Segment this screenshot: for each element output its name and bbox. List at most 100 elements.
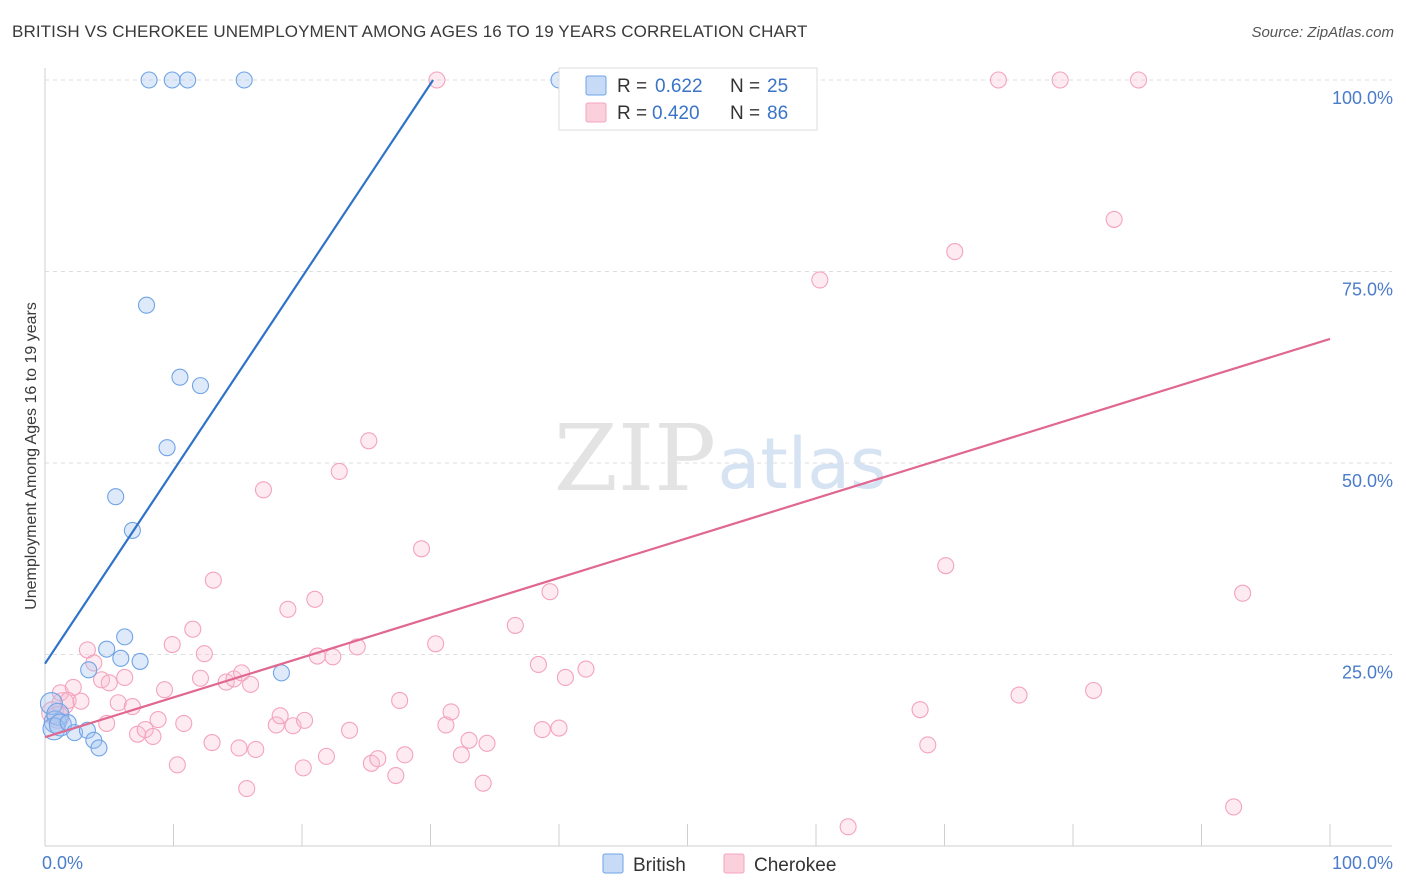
cherokee-trend-line [44, 337, 1331, 739]
cherokee-point-82 [1129, 71, 1148, 89]
cherokee-point-41 [296, 711, 314, 729]
cherokee-point-40 [294, 759, 312, 777]
british-point-14 [131, 652, 149, 670]
cherokee-n-value: 86 [767, 103, 788, 124]
cherokee-point-69 [577, 660, 595, 678]
cherokee-n-label: N = [730, 103, 760, 124]
cherokee-point-22 [175, 714, 193, 732]
cherokee-point-81 [1105, 210, 1123, 228]
cherokee-point-66 [541, 583, 559, 601]
y-axis-label: Unemployment Among Ages 16 to 19 years [23, 302, 40, 610]
cherokee-point-21 [168, 756, 186, 774]
cherokee-r-value: 0.420 [652, 103, 700, 124]
british-point-18 [158, 439, 176, 457]
x-tick-label-0: 0.0% [42, 853, 83, 873]
cherokee-point-60 [460, 731, 478, 749]
british-point-10 [80, 661, 98, 679]
british-trend-line [44, 79, 434, 665]
cherokee-point-74 [919, 736, 937, 754]
y-tick-label-0: 25.0% [1342, 663, 1393, 683]
cherokee-point-68 [556, 668, 574, 687]
british-point-3 [42, 717, 66, 741]
cherokee-point-26 [203, 734, 221, 752]
cherokee-point-76 [946, 243, 964, 261]
cherokee-point-67 [550, 719, 568, 737]
cherokee-point-58 [442, 703, 460, 721]
british-point-15 [272, 664, 290, 682]
x-tick-label-1: 100.0% [1332, 853, 1393, 873]
british-n-value: 25 [767, 76, 788, 97]
cherokee-point-83 [811, 271, 829, 289]
cherokee-point-32 [238, 779, 256, 798]
british-point-16 [107, 488, 125, 506]
cherokee-point-64 [529, 655, 547, 674]
cherokee-point-10 [100, 674, 118, 692]
british-r-value: 0.622 [655, 76, 703, 97]
cherokee-point-48 [348, 638, 366, 656]
cherokee-point-79 [1051, 71, 1069, 89]
british-point-9 [90, 739, 108, 757]
british-point-0 [39, 691, 63, 716]
cherokee-point-46 [330, 462, 348, 480]
cherokee-point-53 [391, 691, 409, 710]
cherokee-point-75 [937, 557, 955, 575]
cherokee-point-78 [1010, 686, 1028, 704]
watermark: ZIP atlas [554, 405, 887, 512]
cherokee-point-61 [474, 774, 492, 792]
british-point-22 [140, 71, 158, 89]
watermark-zip: ZIP [554, 405, 716, 512]
cherokee-point-77 [989, 71, 1008, 89]
series-legend: British Cherokee [602, 853, 836, 876]
cherokee-point-44 [317, 747, 335, 765]
british-point-11 [98, 640, 116, 658]
legend-cherokee-swatch [723, 853, 745, 874]
cherokee-point-54 [396, 746, 414, 764]
trend-lines [44, 79, 1331, 739]
tick-labels: 25.0% 50.0% 75.0% 100.0% 0.0% 100.0% [42, 88, 1393, 873]
cherokee-point-5 [59, 691, 77, 710]
y-tick-label-3: 100.0% [1332, 88, 1393, 108]
cherokee-point-37 [271, 707, 289, 725]
cherokee-point-51 [369, 750, 387, 768]
cherokee-point-56 [427, 635, 445, 653]
british-points [39, 71, 568, 757]
cherokee-point-52 [387, 766, 405, 785]
cherokee-point-20 [163, 635, 181, 654]
cherokee-point-55 [412, 540, 431, 558]
british-point-21 [137, 296, 156, 314]
cherokee-point-42 [306, 590, 324, 608]
cherokee-point-72 [839, 818, 857, 836]
british-point-24 [179, 71, 197, 89]
chart-title: BRITISH VS CHEROKEE UNEMPLOYMENT AMONG A… [12, 22, 808, 41]
cherokee-point-23 [184, 620, 202, 638]
cherokee-point-13 [116, 668, 134, 687]
british-legend-swatch [585, 75, 607, 96]
cherokee-point-33 [242, 675, 260, 693]
cherokee-point-49 [360, 432, 378, 450]
cherokee-point-45 [324, 648, 342, 666]
cherokee-point-34 [247, 740, 265, 759]
y-tick-label-2: 75.0% [1342, 280, 1393, 300]
watermark-atlas: atlas [717, 423, 886, 505]
cherokee-point-19 [155, 681, 174, 699]
cherokee-point-59 [452, 746, 470, 764]
cherokee-point-57 [437, 716, 455, 734]
cherokee-point-30 [230, 739, 248, 757]
cherokee-point-27 [204, 571, 222, 589]
cherokee-point-36 [267, 716, 285, 734]
cherokee-point-62 [478, 734, 496, 752]
cherokee-point-8 [85, 654, 103, 672]
source-label: Source: ZipAtlas.com [1251, 24, 1394, 41]
stats-legend: R = 0.622 N = 25 R = 0.420 N = 86 [558, 67, 818, 131]
cherokee-point-84 [1225, 798, 1243, 816]
cherokee-point-73 [911, 701, 929, 719]
cherokee-points [41, 71, 1252, 836]
cherokee-legend-swatch [585, 102, 607, 123]
cherokee-point-65 [533, 721, 551, 739]
cherokee-point-80 [1085, 681, 1103, 700]
cherokee-point-47 [340, 721, 359, 739]
british-point-19 [171, 368, 189, 386]
grid [45, 79, 1392, 655]
axes [44, 68, 1392, 847]
